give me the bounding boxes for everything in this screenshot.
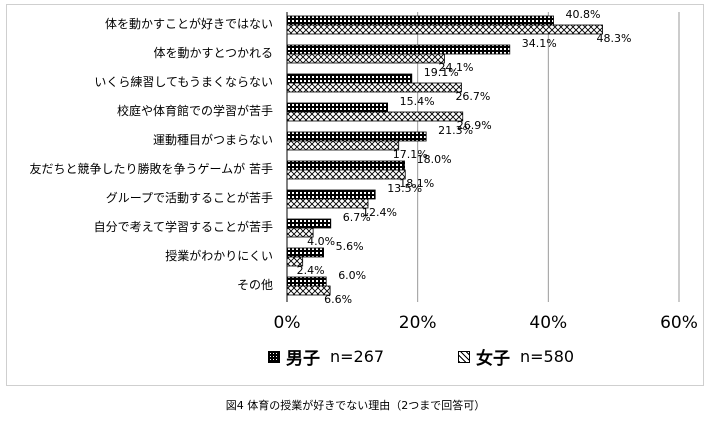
bar-dots (286, 102, 389, 113)
legend: 男子 n=267 女子 n=580 (268, 344, 688, 370)
figure-caption: 図4 体育の授業が好きでない理由（2つまで回答可） (225, 399, 486, 412)
bar-crosshatch (286, 111, 464, 122)
legend-label: 男子 (286, 349, 320, 369)
bar-crosshatch (286, 82, 462, 93)
data-label: 13.5% (387, 182, 422, 195)
data-label: 6.7% (343, 211, 371, 224)
bar-dots (286, 160, 405, 171)
data-label: 2.4% (297, 264, 325, 277)
legend-item-series-2: 女子 n=580 (458, 344, 574, 369)
x-tick-label: 60% (660, 313, 698, 333)
data-label: 5.6% (336, 240, 364, 253)
bar-dots (286, 73, 413, 84)
legend-label: 女子 (476, 349, 510, 369)
category-label: 授業がわかりにくい (165, 248, 273, 263)
legend-n: n=267 (330, 347, 385, 366)
category-label: いくら練習してもうまくならない (94, 75, 273, 89)
bar-crosshatch (286, 227, 314, 238)
data-label: 18.0% (417, 153, 452, 166)
category-label: 運動種目がつまらない (153, 132, 273, 147)
data-label: 26.7% (455, 90, 490, 103)
data-label: 48.3% (597, 32, 632, 45)
x-tick-label: 0% (274, 313, 301, 333)
data-label: 34.1% (522, 37, 557, 50)
bar-crosshatch (286, 24, 603, 35)
data-label: 4.0% (307, 235, 335, 248)
category-label: 校庭や体育館での学習が苦手 (117, 103, 273, 118)
data-label: 19.1% (424, 66, 459, 79)
data-label: 24.1% (438, 61, 473, 74)
bar-dots (286, 247, 324, 258)
x-tick-label: 20% (399, 313, 437, 333)
bar-dots (286, 131, 427, 142)
data-label: 21.3% (438, 124, 473, 137)
category-label: グループで活動することが苦手 (106, 190, 273, 205)
category-labels: 体を動かすことが好きではない体を動かすとつかれるいくら練習してもうまくならない校… (30, 16, 273, 292)
bar-dots (286, 189, 376, 200)
data-label: 15.4% (400, 95, 435, 108)
category-label: 自分で考えて学習することが苦手 (94, 219, 273, 234)
data-label: 18.1% (399, 177, 434, 190)
data-label: 6.6% (324, 293, 352, 306)
bar-dots (286, 15, 554, 26)
bar-dots (286, 44, 511, 55)
legend-item-series-1: 男子 n=267 (268, 344, 384, 369)
bar-crosshatch (286, 198, 369, 209)
data-label: 6.0% (338, 269, 366, 282)
legend-swatch-dots (268, 350, 280, 363)
data-label: 40.8% (566, 8, 601, 21)
chart-frame (6, 4, 704, 386)
legend-n: n=580 (520, 347, 575, 366)
bar-crosshatch (286, 256, 304, 267)
bar-crosshatch (286, 140, 400, 151)
category-label: 友だちと競争したり勝敗を争うゲームが 苦手 (30, 161, 273, 176)
category-label: その他 (237, 278, 273, 292)
bar-dots (286, 276, 327, 287)
data-label: 17.1% (393, 148, 428, 161)
bar-crosshatch (286, 169, 406, 180)
x-tick-labels: 0% 20% 40% 60% (274, 313, 698, 333)
category-label: 体を動かすことが好きではない (105, 16, 273, 31)
category-label: 体を動かすとつかれる (153, 46, 273, 60)
legend-swatch-crosshatch (458, 350, 470, 363)
data-label: 26.9% (457, 119, 492, 132)
bar-crosshatch (286, 53, 445, 64)
data-label: 12.4% (362, 206, 397, 219)
bar-dots (286, 218, 332, 229)
bars (286, 15, 603, 296)
value-labels: 40.8% 34.1% 19.1% 15.4% 21.3% 18.0% 13.5% 6.7% 5… (297, 8, 632, 306)
x-tick-label: 40% (529, 313, 567, 333)
bar-crosshatch (286, 285, 331, 296)
